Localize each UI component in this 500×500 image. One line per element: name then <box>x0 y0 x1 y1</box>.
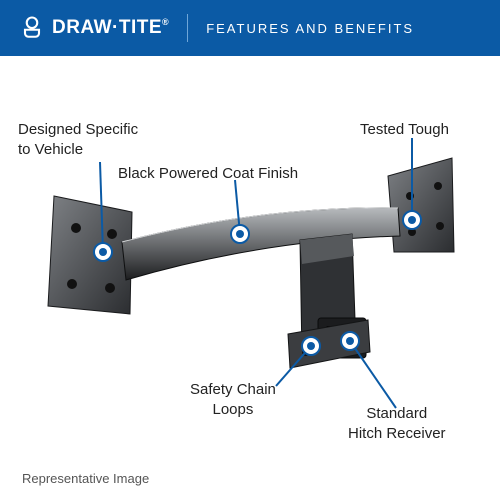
header-tagline: FEATURES AND BENEFITS <box>206 21 414 36</box>
callout-label: StandardHitch Receiver <box>348 404 446 443</box>
callout-label: Tested Tough <box>360 120 449 140</box>
diagram-canvas: Designed Specificto Vehicle Black Powered… <box>0 56 500 500</box>
footnote: Representative Image <box>22 471 149 486</box>
callout-label: Designed Specificto Vehicle <box>18 120 138 159</box>
brand-logo: DRAW·TITE® <box>18 14 169 42</box>
header-bar: DRAW·TITE® FEATURES AND BENEFITS <box>0 0 500 56</box>
callout-label: Black Powered Coat Finish <box>118 164 298 184</box>
hitch-ball-icon <box>18 14 46 42</box>
header-separator <box>187 14 188 42</box>
brand-name: DRAW·TITE® <box>52 17 169 39</box>
callout-label: Safety ChainLoops <box>190 380 276 419</box>
